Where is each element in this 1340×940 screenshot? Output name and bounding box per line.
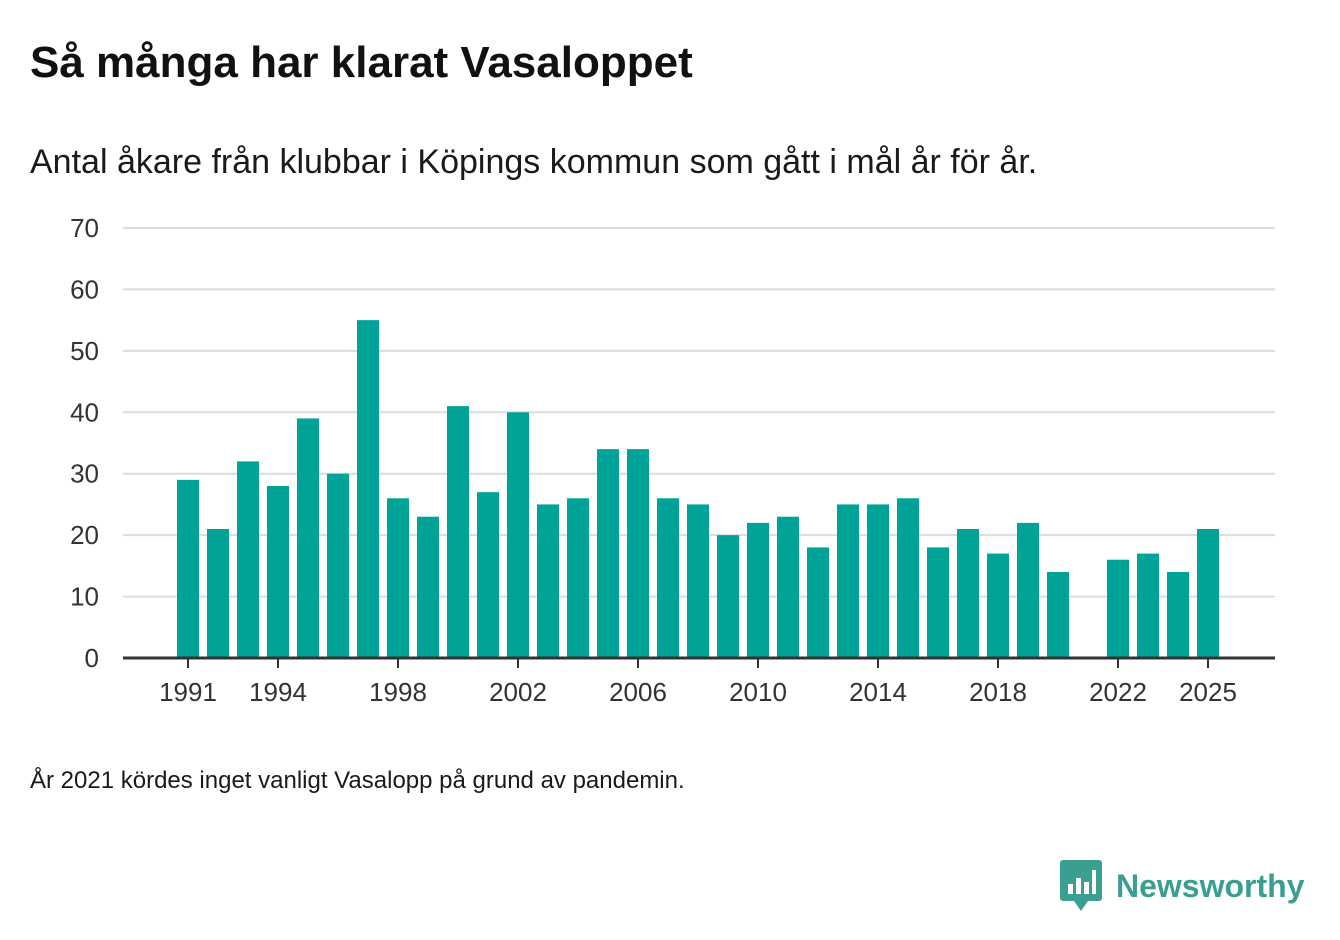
newsworthy-logo-icon	[1060, 860, 1102, 911]
x-tick-label: 1994	[249, 677, 307, 707]
bar-2009	[717, 535, 739, 658]
x-tick-label: 2022	[1089, 677, 1147, 707]
y-tick-label: 70	[70, 213, 99, 243]
bar-1993	[237, 461, 259, 658]
bar-1992	[207, 529, 229, 658]
bar-2008	[687, 504, 709, 658]
y-tick-label: 60	[70, 274, 99, 304]
y-tick-label: 0	[85, 643, 99, 673]
bar-2022	[1107, 559, 1129, 658]
x-tick-label: 2010	[729, 677, 787, 707]
bar-2013	[837, 504, 859, 658]
bar-1999	[417, 516, 439, 658]
y-tick-label: 40	[70, 397, 99, 427]
axis-layer: 0 10 20 30 40 50 60 70 1991 1994 1998 2002 2006 2010 2…	[70, 213, 1275, 707]
bar-1994	[267, 486, 289, 658]
bar-2005	[597, 449, 619, 658]
bar-2004	[567, 498, 589, 658]
bar-2012	[807, 547, 829, 658]
bar-chart: 0 10 20 30 40 50 60 70 1991 1994 1998 2002 2006 2010 2…	[70, 213, 1275, 707]
bar-2018	[987, 553, 1009, 658]
bar-1995	[297, 418, 319, 658]
x-tick-label: 2002	[489, 677, 547, 707]
bar-2001	[477, 492, 499, 658]
bar-2023	[1137, 553, 1159, 658]
bar-2007	[657, 498, 679, 658]
y-tick-label: 50	[70, 336, 99, 366]
bar-2025	[1197, 529, 1219, 658]
bar-layer	[177, 320, 1219, 658]
bar-2017	[957, 529, 979, 658]
bar-1997	[357, 320, 379, 658]
footnote: År 2021 kördes inget vanligt Vasalopp på…	[30, 767, 685, 794]
brand-name: Newsworthy	[1116, 867, 1305, 904]
bar-1991	[177, 479, 199, 658]
chart-subtitle: Antal åkare från klubbar i Köpings kommu…	[30, 143, 1038, 181]
bar-1998	[387, 498, 409, 658]
bar-1996	[327, 473, 349, 658]
x-tick-label: 2018	[969, 677, 1027, 707]
bar-2020	[1047, 572, 1069, 658]
bar-2014	[867, 504, 889, 658]
bar-2010	[747, 522, 769, 658]
bar-2024	[1167, 572, 1189, 658]
bar-2011	[777, 516, 799, 658]
y-tick-label: 20	[70, 520, 99, 550]
y-tick-label: 10	[70, 582, 99, 612]
bar-2002	[507, 412, 529, 658]
bar-2000	[447, 406, 469, 658]
bar-2015	[897, 498, 919, 658]
bar-2003	[537, 504, 559, 658]
y-tick-label: 30	[70, 459, 99, 489]
brand: Newsworthy	[1060, 860, 1304, 912]
bar-2006	[627, 449, 649, 658]
chart-title: Så många har klarat Vasaloppet	[30, 38, 693, 87]
bar-2016	[927, 547, 949, 658]
x-tick-label: 1998	[369, 677, 427, 707]
bar-2019	[1017, 522, 1039, 658]
x-tick-label: 2006	[609, 677, 667, 707]
x-tick-label: 2014	[849, 677, 907, 707]
x-tick-label: 2025	[1179, 677, 1237, 707]
x-tick-label: 1991	[159, 677, 217, 707]
